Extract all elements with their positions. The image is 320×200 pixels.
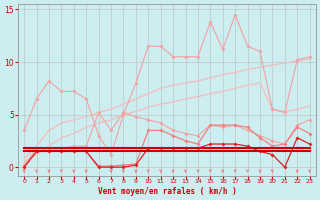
X-axis label: Vent moyen/en rafales ( km/h ): Vent moyen/en rafales ( km/h ) xyxy=(98,187,236,196)
